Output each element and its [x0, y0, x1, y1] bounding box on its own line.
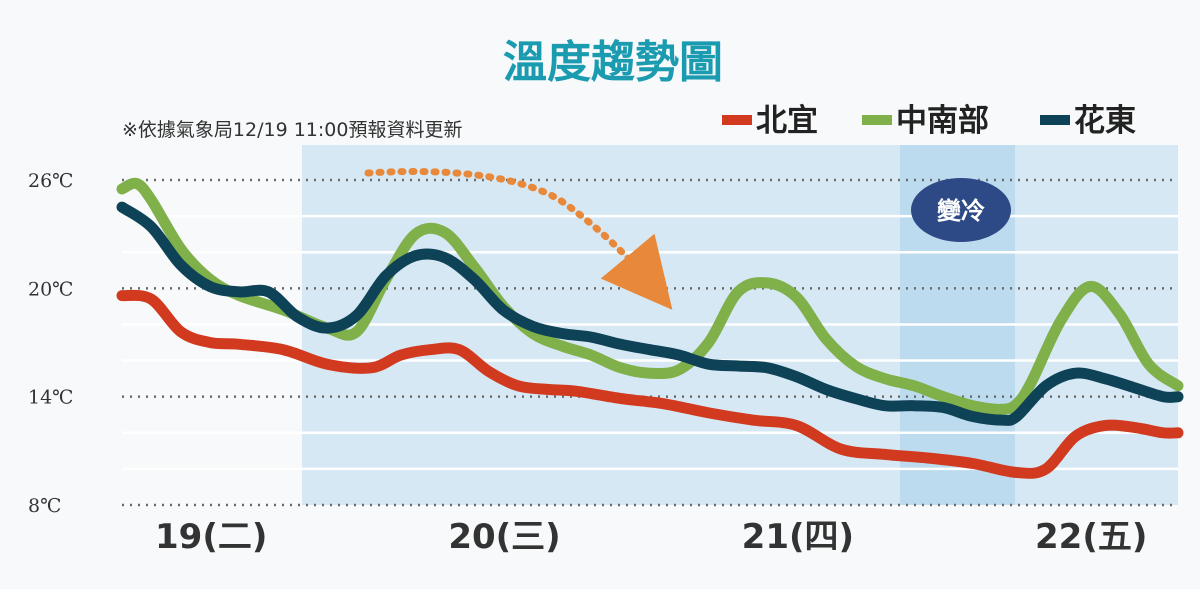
x-day-label: 22(五)	[1035, 517, 1147, 557]
cooling-trend-arrow	[364, 168, 673, 310]
legend-item-central-south: 中南部	[862, 103, 989, 139]
legend-item-north-yilan: 北宜	[722, 103, 818, 139]
legend-swatch-central-south	[862, 115, 892, 125]
legend-label-hualien-taitung: 花東	[1074, 103, 1136, 139]
annotation-text: 變冷	[937, 197, 985, 225]
y-axis-ticks: 26℃ 20℃ 14℃ 8℃	[28, 170, 73, 517]
y-tick-label: 20℃	[28, 278, 73, 300]
chart-title: 溫度趨勢圖	[503, 37, 723, 88]
y-tick-label: 14℃	[28, 387, 73, 409]
x-day-label: 21(四)	[742, 517, 854, 557]
y-tick-label: 8℃	[28, 495, 61, 517]
legend-label-north-yilan: 北宜	[756, 103, 818, 139]
x-axis-day-labels: 19(二) 20(三) 21(四) 22(五)	[155, 517, 1147, 557]
forecast-source-note: ※依據氣象局12/19 11:00預報資料更新	[122, 119, 462, 141]
annotation-badge	[911, 178, 1011, 242]
legend-swatch-hualien-taitung	[1040, 115, 1070, 125]
x-day-label: 20(三)	[448, 517, 560, 557]
series-lines	[116, 177, 1184, 479]
legend-label-central-south: 中南部	[896, 103, 989, 139]
y-tick-label: 26℃	[28, 170, 73, 192]
cold-annotation: 變冷	[911, 178, 1011, 242]
legend: 北宜 中南部 花東	[722, 103, 1136, 139]
x-day-label: 19(二)	[155, 517, 267, 557]
legend-item-hualien-taitung: 花東	[1040, 103, 1136, 139]
series-line-north-yilan	[116, 289, 1184, 479]
series-line-hualien-taitung	[116, 201, 1184, 426]
legend-swatch-north-yilan	[722, 115, 752, 125]
